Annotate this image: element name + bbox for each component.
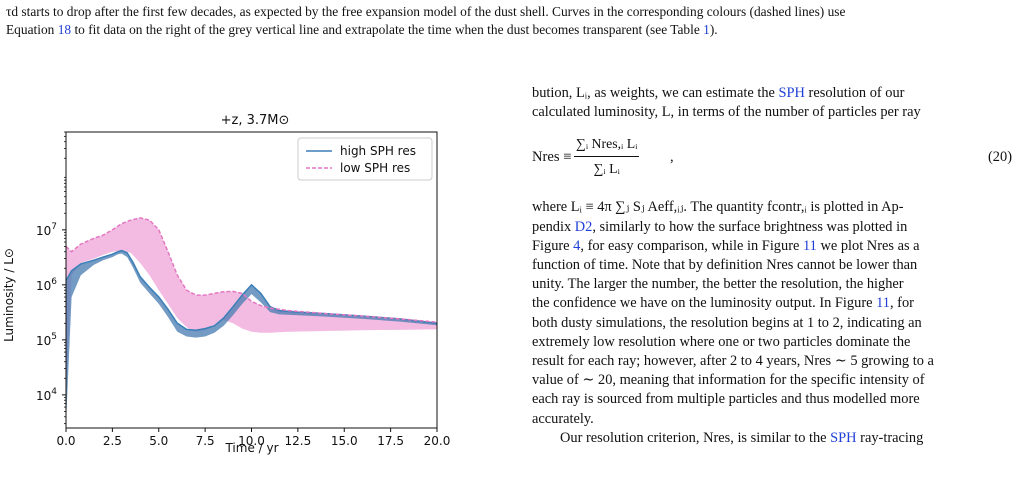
x-tick-label: 15.0 bbox=[331, 434, 358, 448]
x-tick-label: 12.5 bbox=[285, 434, 312, 448]
x-axis-label: Time / yr bbox=[224, 441, 278, 455]
text-run: calculated luminosity, L, in terms of th… bbox=[532, 104, 921, 121]
text-run: function of time. Note that by definitio… bbox=[532, 257, 918, 274]
text-run: resolution of our bbox=[804, 85, 905, 101]
text-run: both dusty simulations, the resolution b… bbox=[532, 314, 922, 331]
text-run: extremely low resolution where one or tw… bbox=[532, 333, 911, 350]
y-tick-label: 107 bbox=[36, 222, 57, 238]
caption-line-1: τd starts to drop after the first few de… bbox=[6, 4, 846, 19]
paragraph: Our resolution criterion, Nres, is simil… bbox=[532, 429, 1012, 448]
y-axis-label: Luminosity / L⊙ bbox=[2, 248, 16, 342]
caption-text: Equation bbox=[6, 22, 58, 37]
caption-line-2: Equation 18 to fit data on the right of … bbox=[6, 21, 1012, 39]
luminosity-figure: +z, 3.7M⊙ Time / yr Luminosity / L⊙ 0.0 2… bbox=[0, 100, 470, 485]
equation-link[interactable]: 18 bbox=[57, 22, 72, 37]
x-tick-label: 17.5 bbox=[377, 434, 404, 448]
text-run: Our resolution criterion, Nres, is simil… bbox=[560, 429, 831, 446]
table-link[interactable]: 1 bbox=[703, 22, 710, 37]
text-run: bution, Lᵢ, as weights, we can estimate … bbox=[532, 85, 779, 101]
paragraph: where Lᵢ ≡ 4π ∑ⱼ Sⱼ Aeff,ᵢⱼ. The quantit… bbox=[532, 198, 1012, 428]
equation-numerator: ∑ᵢ Nres,ᵢ Lᵢ bbox=[574, 134, 640, 157]
appendix-link[interactable]: D2 bbox=[574, 218, 593, 235]
equation-20: Nres ≡ ∑ᵢ Nres,ᵢ Lᵢ ∑ᵢ Lᵢ , (20) bbox=[532, 134, 1012, 188]
text-run: , for bbox=[889, 295, 914, 312]
text-run: where Lᵢ ≡ 4π ∑ⱼ Sⱼ Aeff,ᵢⱼ. The quantit… bbox=[532, 199, 904, 216]
x-tick-label: 0.0 bbox=[56, 434, 75, 448]
text-run: ray-tracing bbox=[856, 429, 924, 446]
plot-area: 0.0 2.5 5.0 7.5 10.0 12.5 15.0 17.5 20.0 104 105 10… bbox=[36, 131, 451, 448]
chart-legend: high SPH res low SPH res bbox=[297, 137, 433, 181]
band-low-sph-res bbox=[66, 217, 437, 395]
text-run: result for each ray; however, after 2 to… bbox=[532, 353, 934, 370]
text-run: each ray is sourced from multiple partic… bbox=[532, 391, 920, 408]
caption-text: to fit data on the right of the grey ver… bbox=[71, 22, 704, 37]
figure-link[interactable]: 11 bbox=[802, 237, 817, 254]
legend-label: high SPH res bbox=[340, 144, 416, 158]
x-tick-label: 20.0 bbox=[424, 434, 451, 448]
caption-text: ). bbox=[709, 22, 718, 37]
text-run: the confidence we have on the luminosity… bbox=[532, 295, 877, 312]
equation-lhs: Nres ≡ bbox=[532, 149, 572, 166]
legend-label: low SPH res bbox=[340, 161, 410, 175]
text-run: pendix bbox=[532, 218, 575, 235]
equation-number: (20) bbox=[988, 149, 1012, 166]
y-tick-label: 106 bbox=[36, 277, 57, 293]
y-tick-label: 105 bbox=[36, 332, 57, 348]
equation-fraction: ∑ᵢ Nres,ᵢ Lᵢ ∑ᵢ Lᵢ bbox=[574, 134, 640, 177]
text-run: we plot Nres as a bbox=[816, 237, 920, 254]
text-run: , similarly to how the surface brightnes… bbox=[592, 218, 908, 235]
series-line-high-sph-res bbox=[65, 249, 438, 331]
y-tick-label: 104 bbox=[36, 387, 57, 403]
figure-caption: τd starts to drop after the first few de… bbox=[6, 3, 1012, 39]
text-run: unity. The larger the number, the better… bbox=[532, 276, 904, 293]
x-tick-label: 2.5 bbox=[103, 434, 122, 448]
equation-denominator: ∑ᵢ Lᵢ bbox=[593, 160, 620, 176]
x-tick-label: 5.0 bbox=[149, 434, 168, 448]
text-run: accurately. bbox=[532, 410, 594, 427]
paragraph: bution, Lᵢ, as weights, we can estimate … bbox=[532, 84, 1012, 122]
sph-link[interactable]: SPH bbox=[778, 85, 805, 101]
text-run: value of ∼ 20, meaning that information … bbox=[532, 372, 925, 389]
series-line-low-sph-res bbox=[65, 217, 438, 323]
legend-box bbox=[297, 137, 433, 181]
figure-link[interactable]: 11 bbox=[876, 295, 890, 312]
band-high-sph-res bbox=[66, 250, 437, 424]
x-tick-label: 7.5 bbox=[196, 434, 215, 448]
figure-link[interactable]: 4 bbox=[573, 237, 581, 254]
sph-link[interactable]: SPH bbox=[830, 429, 857, 446]
chart-title: +z, 3.7M⊙ bbox=[221, 113, 290, 128]
equation-comma: , bbox=[670, 149, 674, 166]
luminosity-chart: +z, 3.7M⊙ Time / yr Luminosity / L⊙ 0.0 2… bbox=[2, 113, 451, 455]
body-text-column: bution, Lᵢ, as weights, we can estimate … bbox=[532, 84, 1012, 448]
x-tick-label: 10.0 bbox=[238, 434, 265, 448]
text-run: , for easy comparison, while in Figure bbox=[580, 237, 803, 254]
text-run: Figure bbox=[532, 237, 574, 254]
